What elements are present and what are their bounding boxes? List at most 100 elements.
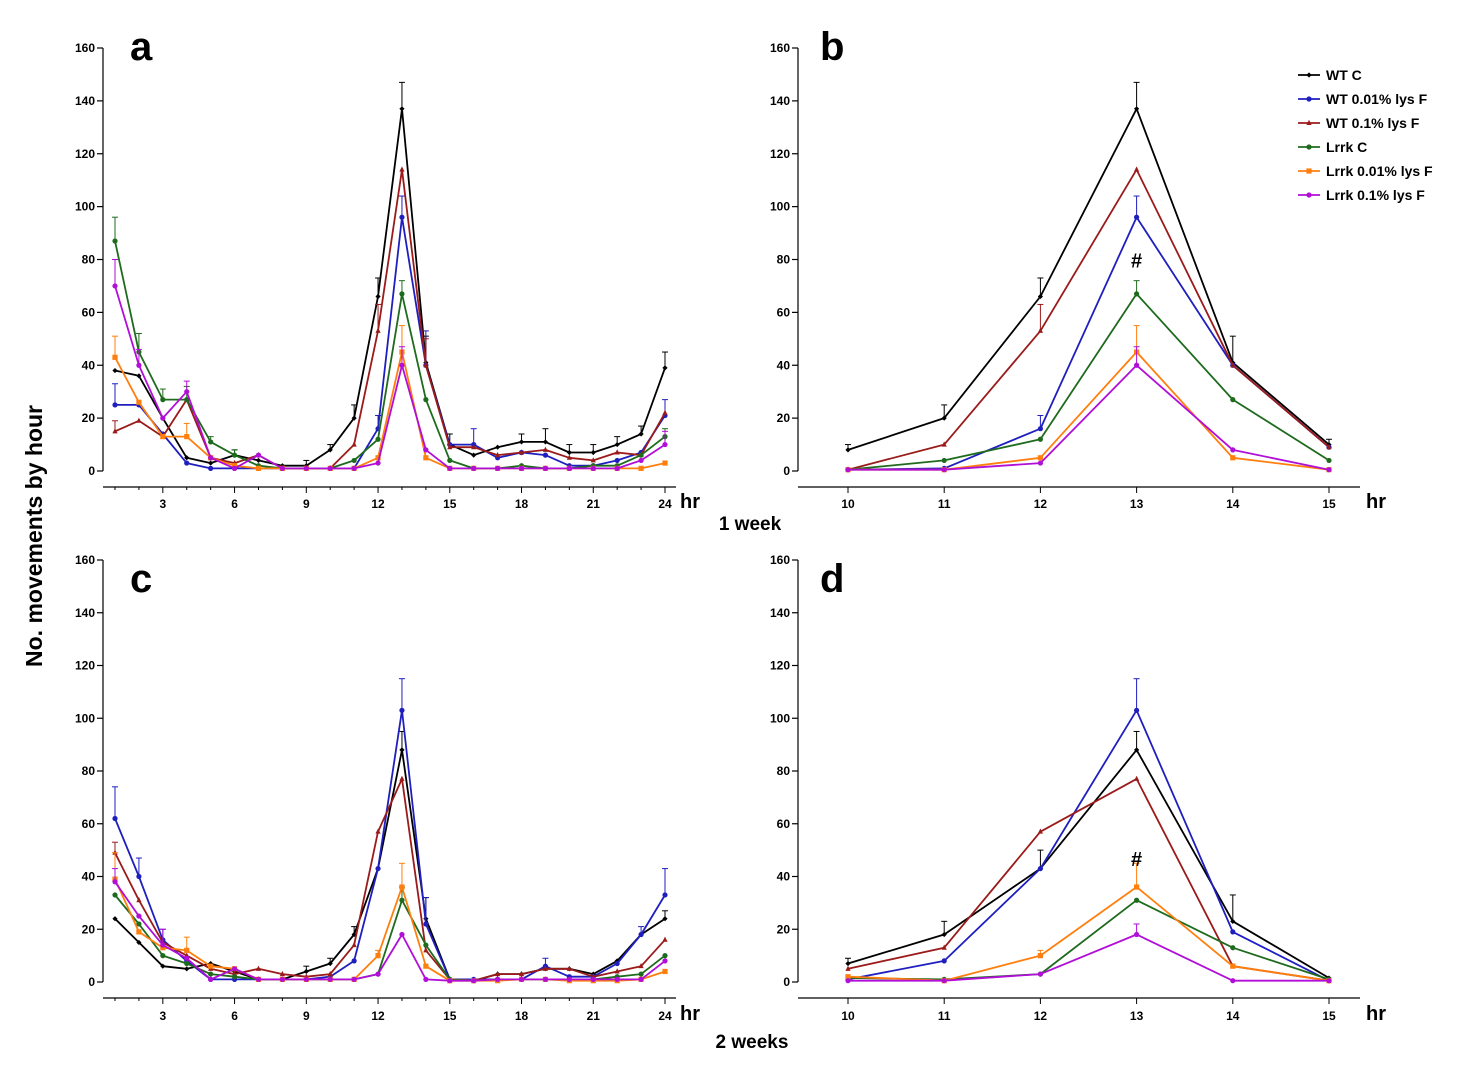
y-tick-label: 0 bbox=[783, 464, 790, 478]
legend-label: WT 0.01% lys F bbox=[1326, 91, 1428, 107]
y-tick-label: 20 bbox=[777, 411, 791, 425]
data-point bbox=[160, 963, 166, 969]
data-point bbox=[399, 166, 405, 172]
legend-marker bbox=[1306, 168, 1312, 174]
data-point bbox=[518, 465, 525, 471]
data-point bbox=[638, 452, 644, 458]
data-point bbox=[399, 291, 405, 297]
data-point bbox=[375, 953, 381, 959]
data-point bbox=[662, 968, 668, 975]
legend-item: WT C bbox=[1298, 67, 1362, 83]
data-point bbox=[208, 976, 214, 982]
series-line bbox=[114, 285, 666, 470]
x-tick-label: 18 bbox=[515, 497, 529, 511]
data-point bbox=[184, 966, 190, 972]
data-point bbox=[351, 465, 357, 471]
x-tick-label: 14 bbox=[1226, 1009, 1240, 1023]
data-point bbox=[1134, 884, 1140, 890]
data-point bbox=[160, 397, 166, 403]
data-point bbox=[399, 931, 405, 938]
legend: WT C WT 0.01% lys F WT 0.1% lys F Lrrk C Lrr… bbox=[1298, 67, 1433, 203]
data-point bbox=[1134, 291, 1140, 297]
data-point bbox=[184, 397, 190, 403]
series-lrrk-0-01-lys-f bbox=[845, 325, 1332, 473]
y-tick-label: 80 bbox=[777, 253, 791, 267]
data-point bbox=[1230, 447, 1236, 453]
legend-label: Lrrk 0.01% lys F bbox=[1326, 163, 1433, 179]
data-point bbox=[423, 947, 429, 953]
series-lrrk-0-01-lys-f bbox=[112, 325, 668, 471]
data-point bbox=[184, 460, 190, 466]
x-tick-label: 6 bbox=[231, 1009, 238, 1023]
data-point bbox=[542, 465, 549, 471]
data-point bbox=[423, 362, 429, 368]
series-wt-0-1-lys-f bbox=[845, 775, 1332, 983]
data-point bbox=[327, 960, 333, 967]
data-point bbox=[255, 457, 262, 464]
series-lrrk-0-1-lys-f bbox=[845, 346, 1332, 473]
annotation-hash: # bbox=[1131, 849, 1142, 871]
x-tick-label: 11 bbox=[938, 497, 951, 511]
x-tick-label: 12 bbox=[371, 1009, 385, 1023]
legend-item: WT 0.1% lys F bbox=[1298, 115, 1420, 131]
data-point bbox=[423, 942, 429, 948]
data-point bbox=[614, 960, 620, 967]
series-lrrk-0-1-lys-f bbox=[112, 259, 668, 471]
data-point bbox=[231, 465, 238, 471]
y-tick-label: 160 bbox=[75, 553, 95, 567]
data-point bbox=[160, 953, 166, 959]
data-point bbox=[1230, 963, 1236, 969]
data-point bbox=[447, 978, 453, 984]
y-tick-label: 160 bbox=[770, 41, 790, 55]
x-tick-label: 10 bbox=[841, 497, 855, 511]
data-point bbox=[375, 455, 381, 461]
annotation-hash: # bbox=[1131, 250, 1142, 272]
data-point bbox=[1230, 918, 1236, 924]
x-tick-label: 13 bbox=[1130, 1009, 1144, 1023]
series-line bbox=[114, 107, 666, 467]
data-point bbox=[303, 976, 309, 982]
data-point bbox=[423, 976, 429, 982]
data-point bbox=[208, 963, 214, 969]
data-point bbox=[1326, 444, 1332, 450]
legend-label: Lrrk 0.1% lys F bbox=[1326, 187, 1425, 203]
data-point bbox=[638, 465, 644, 471]
data-point bbox=[399, 106, 405, 112]
data-point bbox=[423, 921, 429, 927]
series-line bbox=[847, 107, 1330, 451]
data-point bbox=[375, 293, 381, 300]
caption-2-weeks: 2 weeks bbox=[716, 1032, 789, 1053]
data-point bbox=[136, 897, 142, 903]
data-point bbox=[542, 976, 549, 982]
data-point bbox=[471, 465, 477, 471]
x-tick-label: 11 bbox=[938, 1009, 951, 1023]
data-point bbox=[614, 968, 620, 974]
data-point bbox=[590, 465, 596, 471]
series-wt-0-1-lys-f bbox=[112, 775, 668, 983]
x-axis-unit: hr bbox=[1366, 1003, 1386, 1025]
data-point bbox=[662, 409, 668, 415]
legend-label: WT 0.1% lys F bbox=[1326, 115, 1420, 131]
data-point bbox=[375, 865, 381, 872]
y-tick-label: 140 bbox=[75, 606, 95, 620]
data-point bbox=[112, 815, 118, 822]
data-point bbox=[638, 431, 644, 437]
data-point bbox=[112, 354, 118, 360]
data-point bbox=[399, 707, 405, 713]
y-axis-label: No. movements by hour bbox=[21, 405, 47, 667]
series-line bbox=[847, 292, 1330, 471]
data-point bbox=[231, 966, 238, 972]
data-point bbox=[941, 415, 947, 421]
data-point bbox=[1134, 897, 1140, 903]
series-wt-c bbox=[845, 81, 1332, 453]
data-point bbox=[255, 965, 262, 971]
data-point bbox=[845, 978, 851, 984]
data-point bbox=[845, 960, 851, 967]
x-axis-unit: hr bbox=[680, 1003, 700, 1025]
data-point bbox=[327, 976, 333, 982]
data-point bbox=[590, 976, 596, 982]
x-tick-label: 9 bbox=[303, 1009, 310, 1023]
data-point bbox=[208, 971, 214, 977]
data-point bbox=[662, 365, 668, 371]
data-point bbox=[1134, 362, 1140, 368]
